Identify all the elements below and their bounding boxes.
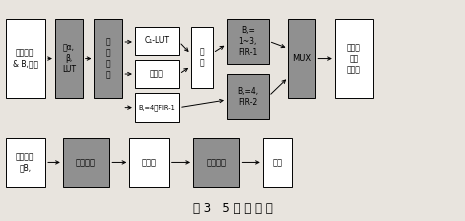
Bar	[94, 19, 122, 98]
Bar	[55, 19, 83, 98]
Bar	[335, 19, 373, 98]
Text: B,=4，FIR-1: B,=4，FIR-1	[139, 104, 175, 111]
Bar	[191, 27, 213, 88]
Bar	[6, 19, 45, 98]
Text: 裁
减: 裁 减	[199, 48, 204, 67]
Text: 图 3   5 阶 流 水 线: 图 3 5 阶 流 水 线	[193, 202, 272, 215]
Bar	[227, 19, 269, 64]
Bar	[129, 138, 169, 187]
Bar	[135, 93, 179, 122]
Text: 新像素
回写
存储器: 新像素 回写 存储器	[347, 43, 361, 74]
Bar	[135, 60, 179, 88]
Bar	[135, 27, 179, 55]
Text: 初始值: 初始值	[150, 70, 164, 78]
Text: 回写: 回写	[272, 158, 282, 167]
Text: 二次滤波: 二次滤波	[206, 158, 226, 167]
Text: 预滤波: 预滤波	[141, 158, 157, 167]
Text: 获取像素
与B,: 获取像素 与B,	[16, 152, 34, 172]
Text: C₁-LUT: C₁-LUT	[145, 36, 169, 45]
Bar	[227, 74, 269, 119]
Bar	[193, 138, 239, 187]
Text: 阈值判断: 阈值判断	[76, 158, 96, 167]
Text: 阈
值
判
断: 阈 值 判 断	[106, 37, 111, 80]
Text: B,=4,
FIR-2: B,=4, FIR-2	[237, 87, 259, 107]
Bar	[63, 138, 109, 187]
Text: MUX: MUX	[292, 54, 312, 63]
Text: B,=
1~3,
FIR-1: B,= 1~3, FIR-1	[238, 26, 258, 57]
Bar	[263, 138, 292, 187]
Bar	[6, 138, 45, 187]
Bar	[288, 19, 315, 98]
Text: 查α,
β,
LUT: 查α, β, LUT	[62, 43, 76, 74]
Text: 像素获取
& B,获取: 像素获取 & B,获取	[13, 49, 38, 69]
